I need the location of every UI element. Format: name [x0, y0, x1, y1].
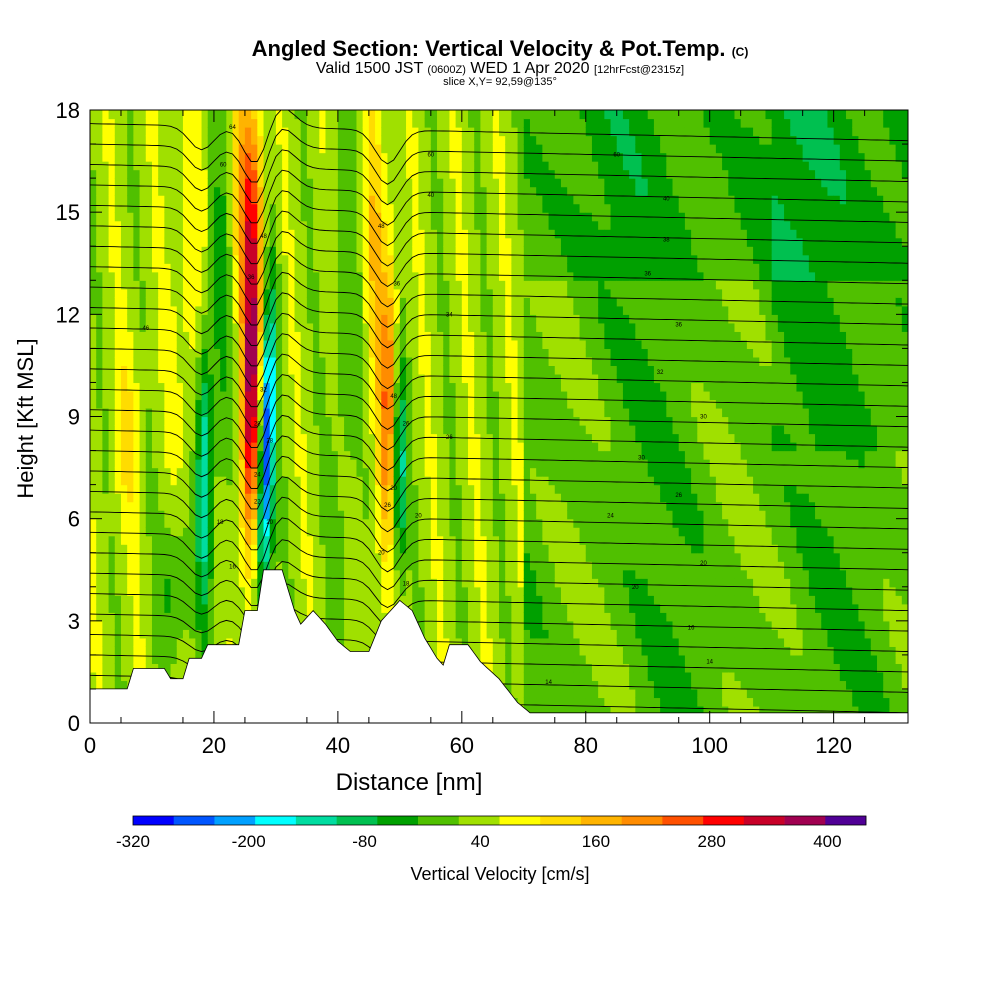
- theta-label: 40: [427, 193, 434, 199]
- colorbar-swatch: [825, 816, 867, 825]
- valid-date: WED 1 Apr 2020: [470, 60, 590, 77]
- colorbar-swatch: [173, 816, 215, 825]
- colorbar-swatch: [418, 816, 460, 825]
- colorbar-swatch: [621, 816, 663, 825]
- theta-label: 22: [254, 500, 261, 506]
- colorbar-swatch: [214, 816, 256, 825]
- colorbar-swatch: [458, 816, 500, 825]
- x-tick-label: 20: [202, 733, 226, 758]
- x-tick-label: 40: [326, 733, 350, 758]
- colorbar-tick-label: -320: [116, 832, 150, 851]
- theta-label: 48: [390, 394, 397, 400]
- slice-label: slice X,Y= 92,59@135°: [443, 76, 557, 88]
- theta-label: 20: [700, 561, 707, 567]
- y-tick-label: 0: [68, 711, 80, 736]
- theta-label: 14: [706, 660, 713, 666]
- y-tick-label: 3: [68, 609, 80, 634]
- colorbar-tick-label: 40: [471, 832, 490, 851]
- colorbar-swatch: [540, 816, 582, 825]
- colorbar-swatch: [295, 816, 337, 825]
- theta-label: 32: [260, 387, 267, 393]
- theta-label: 14: [545, 680, 552, 686]
- theta-label: 26: [403, 421, 410, 427]
- x-tick-label: 60: [450, 733, 474, 758]
- colorbar-tick-label: 280: [698, 832, 726, 851]
- theta-label: 20: [415, 513, 422, 519]
- valid-utc: (0600Z): [427, 64, 466, 76]
- theta-label: 48: [378, 224, 385, 230]
- colorbar-tick-label: 400: [813, 832, 841, 851]
- colorbar-swatch: [499, 816, 541, 825]
- x-tick-label: 120: [815, 733, 852, 758]
- theta-label: 20: [632, 585, 639, 591]
- theta-label: 32: [657, 370, 664, 376]
- chart-subtitle: Valid 1500 JST (0600Z) WED 1 Apr 2020 [1…: [0, 60, 1000, 78]
- y-axis-label: Height [Kft MSL]: [13, 338, 38, 498]
- colorbar: -320 -200 -80 40 160 280 400 Vertical Velocity …: [116, 815, 867, 884]
- y-tick-label: 12: [56, 302, 80, 327]
- x-tick-label: 80: [574, 733, 598, 758]
- theta-label: 36: [393, 282, 400, 288]
- theta-label: 16: [229, 564, 236, 570]
- theta-label: 38: [663, 237, 670, 243]
- colorbar-label: Vertical Velocity [cm/s]: [410, 864, 589, 884]
- y-tick-label: 18: [56, 98, 80, 123]
- theta-label: 18: [403, 581, 410, 587]
- velocity-field: [90, 110, 908, 723]
- theta-label: 36: [644, 272, 651, 278]
- colorbar-swatch: [662, 816, 704, 825]
- theta-label: 28: [266, 438, 273, 444]
- colorbar-swatch: [336, 816, 378, 825]
- y-tick-label: 9: [68, 405, 80, 430]
- colorbar-tick-label: 160: [582, 832, 610, 851]
- colorbar-tick-label: -200: [232, 832, 266, 851]
- y-tick-label: 6: [68, 507, 80, 532]
- theta-label: 24: [254, 472, 261, 478]
- y-tick-label: 15: [56, 200, 80, 225]
- theta-label: 48: [260, 234, 267, 240]
- theta-label: 26: [384, 503, 391, 509]
- theta-label: 60: [613, 152, 620, 158]
- colorbar-swatch: [743, 816, 785, 825]
- theta-label: 40: [663, 197, 670, 203]
- colorbar-tick-label: -80: [352, 832, 377, 851]
- theta-label: 46: [142, 326, 149, 332]
- theta-label: 36: [248, 275, 255, 281]
- forecast-label: [12hrFcst@2315z]: [594, 64, 685, 76]
- theta-labels: 64 60 60 60 40 40 48 48 38 36 36 36 46 34 36 32 48 32 28 26…: [142, 125, 713, 686]
- colorbar-swatch: [377, 816, 419, 825]
- terrain: [89, 569, 909, 724]
- theta-label: 28: [254, 421, 261, 427]
- theta-label: 30: [700, 415, 707, 421]
- x-tick-label: 100: [691, 733, 728, 758]
- chart-title: Angled Section: Vertical Velocity & Pot.…: [0, 36, 1000, 62]
- x-axis-label: Distance [nm]: [336, 769, 483, 796]
- colorbar-swatch: [133, 816, 175, 825]
- theta-label: 60: [220, 163, 227, 169]
- colorbar-swatch: [255, 816, 297, 825]
- theta-label: 64: [229, 125, 236, 131]
- theta-label: 16: [688, 626, 695, 632]
- theta-label: 36: [675, 323, 682, 329]
- colorbar-frame: [132, 815, 867, 826]
- theta-label: 26: [675, 493, 682, 499]
- theta-label: 30: [638, 455, 645, 461]
- theta-label: 20: [266, 520, 273, 526]
- theta-label: 24: [607, 513, 614, 519]
- theta-label: 18: [217, 520, 224, 526]
- theta-label: 20: [378, 551, 385, 557]
- colorbar-swatch: [703, 816, 745, 825]
- chart-title-unit: (C): [731, 45, 749, 59]
- theta-label: 60: [427, 152, 434, 158]
- x-tick-label: 0: [84, 733, 96, 758]
- colorbar-swatch: [784, 816, 826, 825]
- colorbar-swatch: [580, 816, 622, 825]
- theta-label: 34: [446, 312, 453, 318]
- theta-label: 26: [446, 435, 453, 441]
- valid-time: Valid 1500 JST: [315, 60, 423, 77]
- theta-label: 20: [390, 486, 397, 492]
- chart-title-text: Angled Section: Vertical Velocity & Pot.…: [251, 36, 726, 61]
